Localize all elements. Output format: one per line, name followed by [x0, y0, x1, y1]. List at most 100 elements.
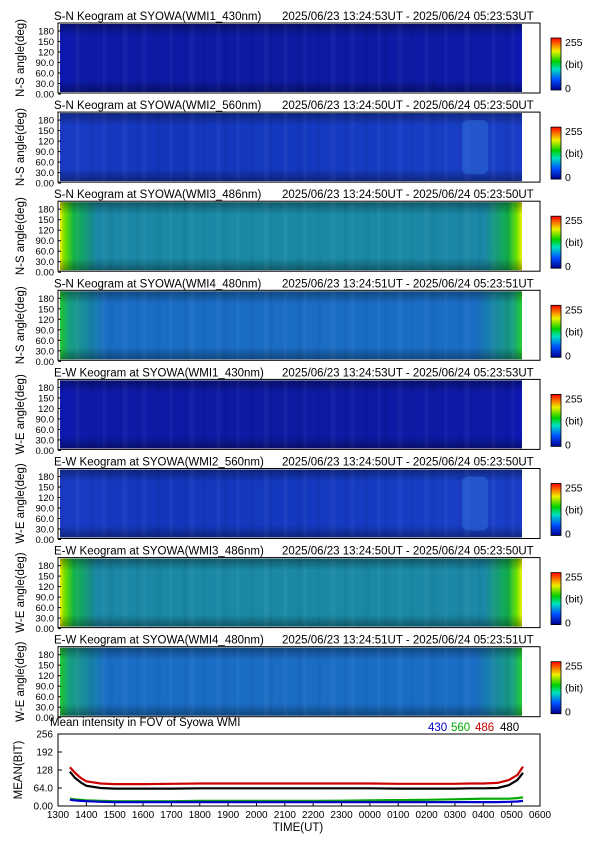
keogram-shading — [60, 202, 522, 271]
keogram-streak — [156, 470, 161, 538]
keogram-streak — [344, 291, 347, 359]
keogram-streak — [109, 559, 113, 627]
keogram-streak — [478, 559, 481, 627]
colorbar-max-label: 255 — [565, 483, 583, 495]
keogram-streak — [123, 470, 128, 538]
keogram-streak — [223, 291, 228, 359]
keogram-streak — [297, 648, 302, 716]
keogram-streak — [492, 470, 496, 538]
y-tick-label: 150 — [38, 126, 54, 137]
keogram-streak — [431, 470, 436, 538]
keogram-streak — [284, 559, 288, 627]
x-tick-label: 0000 — [359, 810, 382, 821]
keogram-streak — [317, 648, 321, 716]
keogram-streak — [237, 202, 240, 270]
keogram-streak — [458, 559, 462, 627]
keogram-streak — [431, 559, 436, 627]
keogram-streak — [156, 291, 161, 359]
colorbar — [550, 37, 562, 91]
keogram-streak — [264, 470, 269, 538]
colorbar-unit-label: (bit) — [565, 148, 583, 160]
x-tick-label: 1700 — [160, 810, 183, 821]
panel-time-range: 2025/06/23 13:24:51UT - 2025/06/24 05:23… — [282, 635, 534, 647]
keogram-streak — [505, 113, 510, 181]
keogram-streak — [250, 113, 254, 181]
keogram-streak — [384, 113, 388, 181]
x-tick-label: 0500 — [501, 810, 524, 821]
keogram-streak — [458, 113, 462, 181]
keogram-shading — [60, 380, 522, 449]
keogram-streak — [136, 202, 139, 270]
keogram-panel-ew-wmi1: E-W Keogram at SYOWA(WMI1_430nm) 2025/06/… — [15, 367, 583, 457]
keogram-streak — [425, 113, 429, 181]
keogram-streak — [492, 291, 496, 359]
keogram-streak — [203, 470, 206, 538]
keogram-streak — [89, 202, 94, 270]
keogram-shading — [60, 291, 522, 360]
keogram-streak — [156, 202, 161, 270]
keogram-shading — [60, 558, 522, 627]
keogram-streak — [364, 559, 369, 627]
keogram-streak — [156, 380, 161, 448]
keogram-streak — [170, 291, 173, 359]
keogram-streak — [458, 24, 462, 92]
keogram-streak — [492, 380, 496, 448]
y-tick-label: 180 — [38, 27, 54, 38]
y-tick-label: 128 — [36, 766, 53, 777]
y-tick-label: 180 — [38, 383, 54, 394]
y-tick-label: 60.0 — [36, 425, 55, 436]
keogram-streak — [317, 202, 321, 270]
keogram-streak — [364, 470, 369, 538]
keogram-streak — [264, 202, 269, 270]
keogram-streak — [203, 559, 206, 627]
keogram-streak — [217, 113, 221, 181]
colorbar-max-label: 255 — [565, 661, 583, 673]
keogram-panel-sn-wmi4: S-N Keogram at SYOWA(WMI4_480nm) 2025/06/… — [15, 278, 583, 368]
panel-time-range: 2025/06/23 13:24:50UT - 2025/06/24 05:23… — [282, 457, 534, 469]
keogram-streak — [62, 113, 65, 181]
keogram-streak — [136, 24, 139, 92]
panel-ylabel: W-E angle(deg) — [15, 463, 27, 543]
keogram-streak — [143, 291, 147, 359]
keogram-streak — [304, 380, 307, 448]
keogram-streak — [217, 380, 221, 448]
keogram-streak — [304, 470, 307, 538]
keogram-streak — [183, 470, 187, 538]
keogram-streak — [270, 291, 273, 359]
keogram-streak — [223, 648, 228, 716]
keogram-streak — [76, 470, 80, 538]
keogram-streak — [250, 559, 254, 627]
colorbar-min-label: 0 — [565, 261, 571, 273]
keogram-streak — [123, 202, 128, 270]
y-tick-label: 120 — [38, 671, 54, 682]
keogram-streak — [445, 380, 448, 448]
y-tick-label: 60.0 — [36, 336, 55, 347]
keogram-streak — [284, 291, 288, 359]
keogram-streak — [76, 559, 80, 627]
y-tick-label: 150 — [38, 393, 54, 404]
panel-ylabel: W-E angle(deg) — [15, 641, 27, 721]
y-tick-label: 120 — [38, 582, 54, 593]
keogram-streak — [250, 648, 254, 716]
keogram-shading — [60, 469, 522, 538]
keogram-streak — [156, 648, 161, 716]
keogram-streak — [304, 113, 307, 181]
keogram-streak — [237, 559, 240, 627]
keogram-streak — [505, 648, 510, 716]
keogram-streak — [156, 113, 161, 181]
keogram-streak — [250, 202, 254, 270]
x-tick-label: 0200 — [415, 810, 438, 821]
y-tick-label: 30.0 — [36, 79, 55, 90]
keogram-streak — [62, 24, 65, 92]
keogram-streak — [512, 559, 515, 627]
keogram-streak — [378, 24, 381, 92]
keogram-streak — [62, 202, 65, 270]
x-tick-label: 0100 — [387, 810, 410, 821]
keogram-streak — [378, 470, 381, 538]
y-tick-label: 60.0 — [36, 69, 55, 80]
keogram-streak — [492, 113, 496, 181]
keogram-streak — [190, 648, 195, 716]
keogram-streak — [445, 291, 448, 359]
keogram-streak — [203, 202, 206, 270]
